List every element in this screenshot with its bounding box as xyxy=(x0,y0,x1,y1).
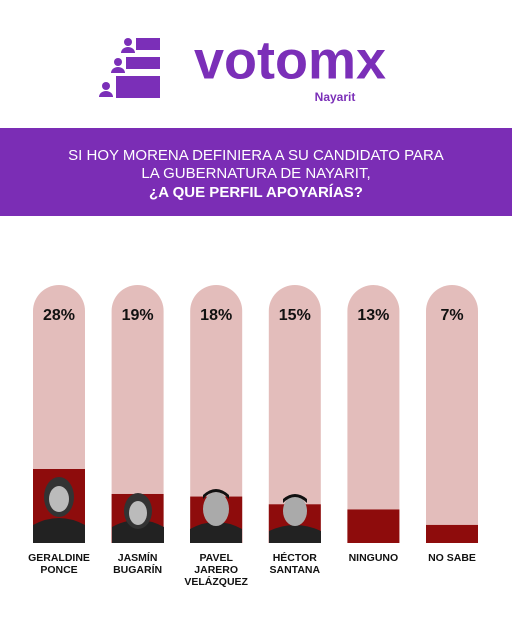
brand: votomx xyxy=(194,30,386,90)
photo xyxy=(112,493,164,543)
category-label: HÉCTOR SANTANA xyxy=(269,552,321,576)
photos xyxy=(33,469,321,543)
bar-track xyxy=(190,285,243,543)
photo xyxy=(190,489,242,543)
bars: 28% 19% 18% 15% 13% 7% xyxy=(33,285,478,543)
value-label: 15% xyxy=(279,307,311,324)
photo xyxy=(269,494,321,543)
question-line: ¿A QUE PERFIL APOYARÍAS? xyxy=(149,184,363,201)
photo xyxy=(33,469,85,543)
bar xyxy=(426,524,478,543)
question-line: LA GUBERNATURA DE NAYARIT, xyxy=(141,165,370,182)
value-label: 13% xyxy=(357,307,389,324)
bar xyxy=(347,509,400,543)
region: Nayarit xyxy=(315,90,356,104)
category-label: PAVEL JARERO VELÁZQUEZ xyxy=(184,552,248,588)
bar-track xyxy=(268,285,321,543)
bar-track xyxy=(426,285,478,543)
category-label: NINGUNO xyxy=(348,552,399,564)
value-label: 28% xyxy=(43,307,75,324)
banner xyxy=(0,128,512,216)
bar-track xyxy=(347,285,400,543)
value-label: 19% xyxy=(122,307,154,324)
value-label: 18% xyxy=(200,307,232,324)
category-label: GERALDINE PONCE xyxy=(28,552,90,576)
question-line: SI HOY MORENA DEFINIERA A SU CANDIDATO P… xyxy=(68,147,444,164)
category-label: NO SABE xyxy=(428,552,476,564)
category-label: JASMÍN BUGARÍN xyxy=(113,552,163,576)
bar-track xyxy=(111,285,164,543)
logo-icon xyxy=(99,38,160,98)
value-label: 7% xyxy=(440,307,463,324)
